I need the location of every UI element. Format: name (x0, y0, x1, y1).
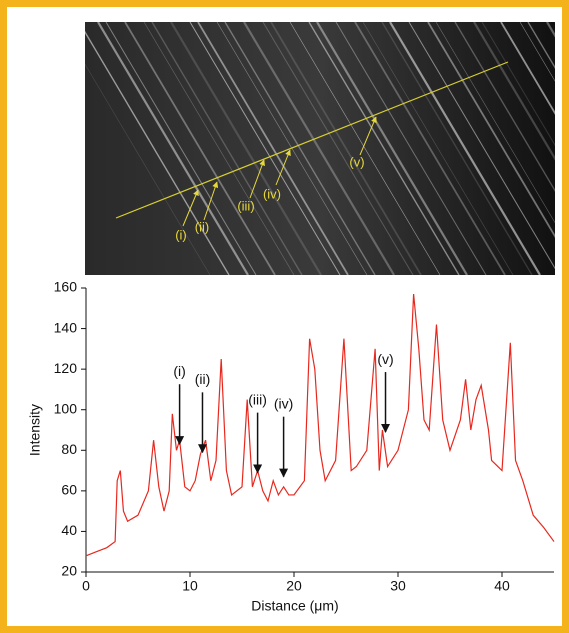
fiber (97, 22, 249, 275)
y-axis-label: Intensity (27, 404, 43, 456)
fiber (124, 22, 276, 275)
fiber (243, 22, 395, 275)
y-tick-label: 160 (54, 279, 78, 295)
image-arrow (275, 149, 291, 186)
image-label: (i) (175, 227, 187, 242)
annotation-label: (i) (173, 363, 185, 379)
fiber (224, 22, 376, 275)
fiber (354, 22, 506, 275)
fiber (105, 22, 257, 275)
fiber (519, 22, 555, 82)
y-tick-label: 120 (54, 360, 78, 376)
y-tick-label: 140 (54, 319, 78, 335)
annotation-label: (iv) (274, 395, 293, 411)
micrograph (85, 22, 555, 275)
image-label: (iii) (237, 198, 254, 213)
x-tick-label: 30 (390, 578, 406, 594)
x-axis-label: Distance (μm) (251, 598, 338, 614)
image-arrow (203, 181, 219, 221)
fiber (500, 22, 555, 115)
annotation-label: (v) (377, 351, 393, 367)
y-tick-label: 100 (54, 400, 78, 416)
annotation-label: (ii) (195, 371, 211, 387)
fiber (427, 22, 555, 238)
fiber (362, 22, 514, 275)
fiber (197, 22, 349, 275)
fiber (435, 22, 555, 224)
fiber (270, 22, 422, 275)
fiber (408, 22, 555, 270)
fiber (481, 22, 555, 147)
fiber (473, 22, 555, 161)
fiber (381, 22, 533, 275)
x-tick-label: 20 (286, 578, 302, 594)
data-line (85, 294, 555, 557)
fiber (389, 22, 541, 275)
fiber (454, 22, 555, 193)
micrograph-background (85, 22, 555, 275)
image-label: (ii) (195, 219, 209, 234)
fiber (170, 22, 322, 275)
x-tick-label: 0 (82, 578, 90, 594)
x-tick-label: 10 (182, 578, 198, 594)
profile-line (115, 61, 509, 219)
y-tick-label: 60 (61, 482, 77, 498)
y-tick-label: 40 (61, 522, 77, 538)
fiber (316, 22, 468, 275)
fiber (189, 22, 341, 275)
image-label: (iv) (263, 186, 281, 201)
image-arrow (182, 189, 199, 227)
image-arrow (359, 116, 377, 156)
fiber (85, 63, 211, 275)
fiber (85, 30, 230, 275)
fiber (289, 22, 441, 275)
fiber (308, 22, 460, 275)
image-label: (v) (349, 154, 364, 169)
image-arrow (249, 159, 265, 199)
y-tick-label: 80 (61, 441, 77, 457)
chart: Distance (μm) Intensity 2040608010012014… (27, 279, 555, 614)
fiber (527, 22, 555, 69)
annotation-label: (iii) (248, 391, 267, 407)
fiber (335, 22, 487, 275)
fiber (151, 22, 303, 275)
y-tick-label: 20 (61, 563, 77, 579)
x-tick-label: 40 (494, 578, 510, 594)
fiber (262, 22, 414, 275)
image-labels: (i) (ii) (iii) (iv) (v) (175, 116, 377, 242)
fiber (143, 22, 295, 275)
